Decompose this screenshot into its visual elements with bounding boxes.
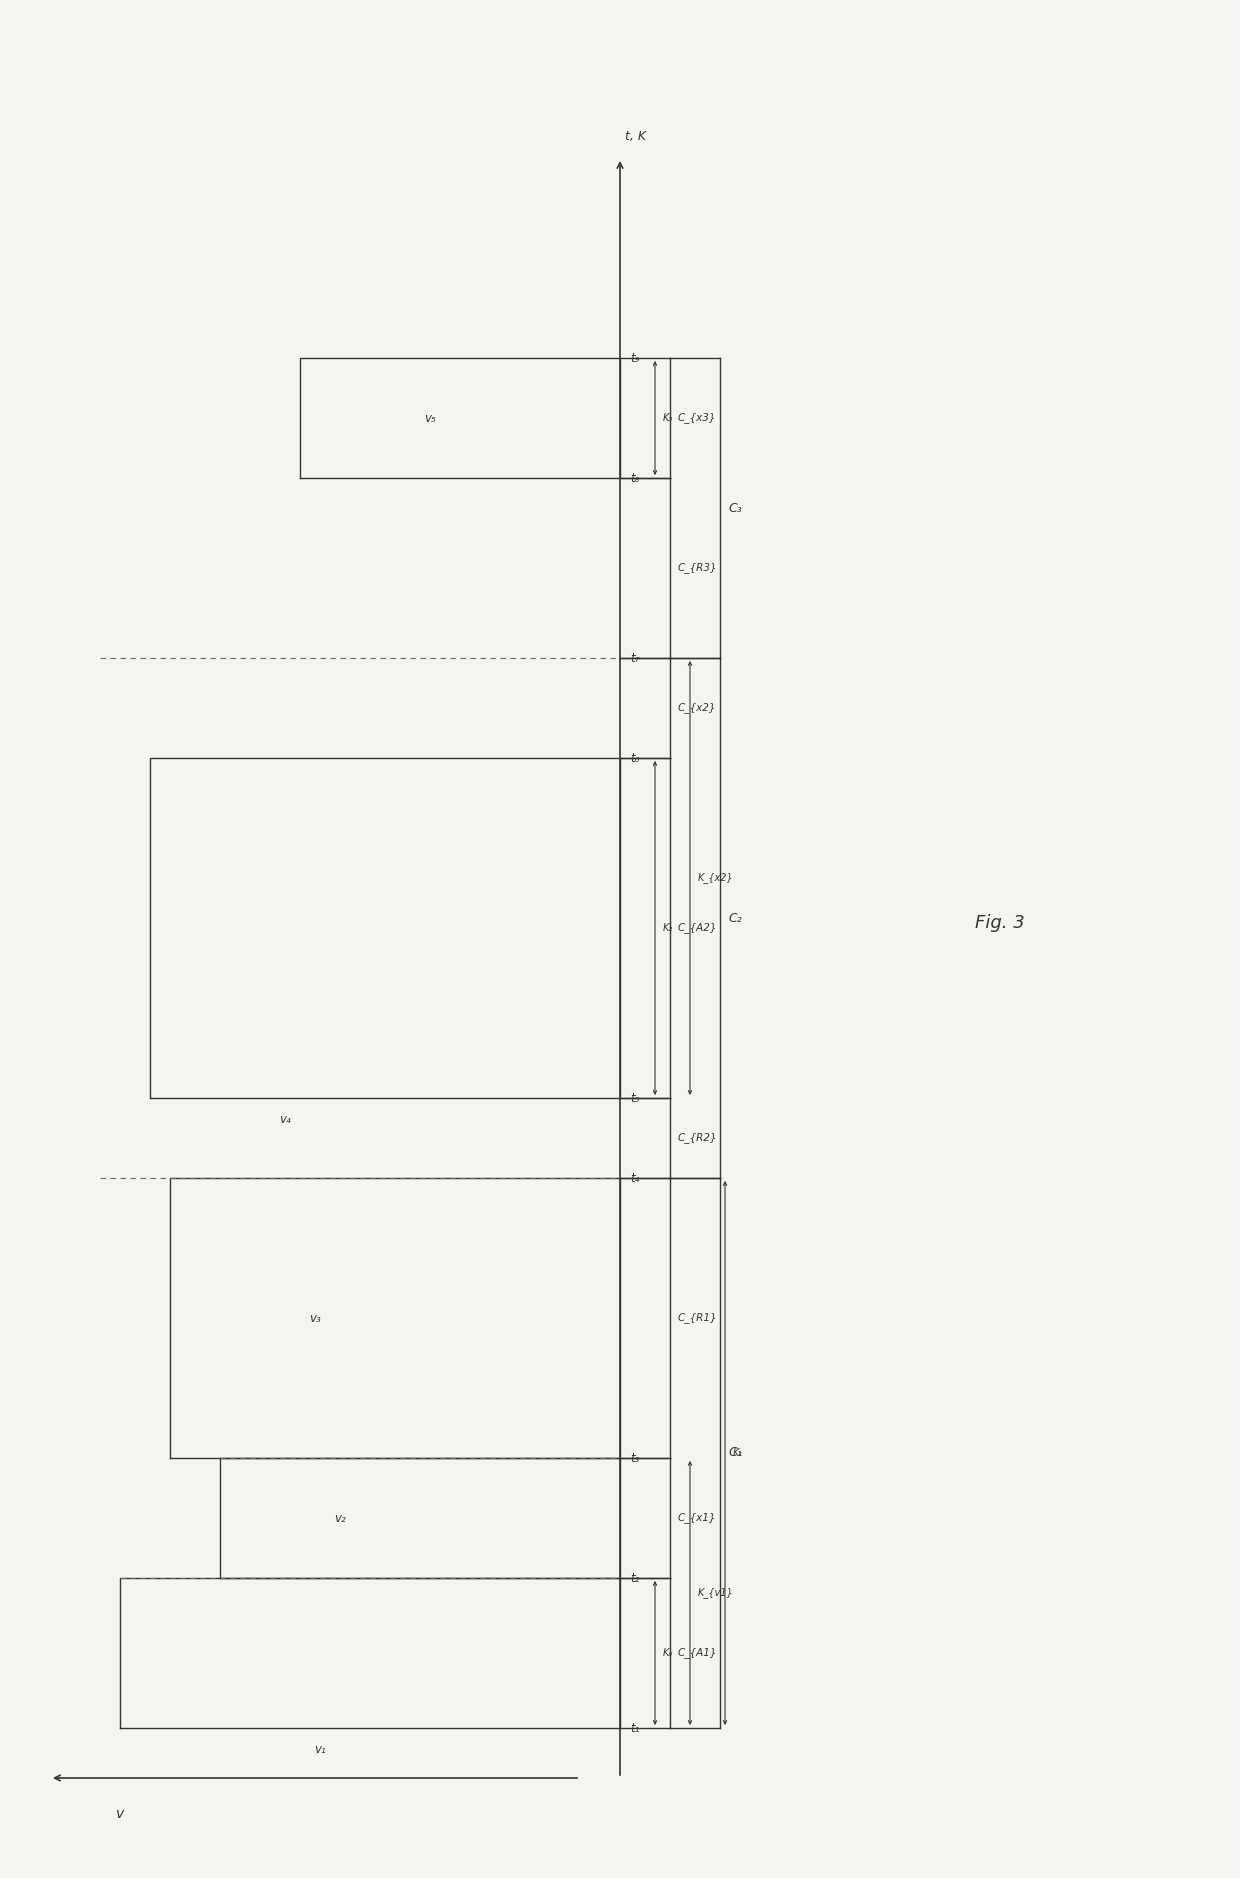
Text: C_{A1}: C_{A1} [678,1647,718,1658]
Text: C_{R2}: C_{R2} [678,1132,718,1144]
Text: v₁: v₁ [314,1743,326,1756]
Text: K₃: K₃ [663,413,673,423]
Text: C₂: C₂ [728,911,742,924]
Text: v: v [115,1807,124,1822]
Text: K₂: K₂ [663,922,673,933]
Text: t₂: t₂ [630,1572,640,1585]
Text: Fig. 3: Fig. 3 [975,915,1025,931]
Text: C_{R1}: C_{R1} [678,1313,718,1324]
Text: t₈: t₈ [630,471,640,485]
Text: C_{x1}: C_{x1} [678,1512,717,1523]
Text: C_{x2}: C_{x2} [678,702,717,714]
Text: C₃: C₃ [728,501,742,515]
Text: t₉: t₉ [630,351,640,364]
Text: K_{v1}: K_{v1} [698,1587,734,1598]
Text: t, K: t, K [625,130,646,143]
Text: t₅: t₅ [630,1091,640,1104]
Text: v₃: v₃ [309,1311,321,1324]
Text: C_{R3}: C_{R3} [678,563,718,573]
Text: C₁: C₁ [728,1446,742,1459]
Text: K₀: K₀ [663,1649,673,1658]
Text: t₄: t₄ [630,1172,640,1185]
Text: K_{x2}: K_{x2} [698,873,734,883]
Text: t₇: t₇ [630,652,640,665]
Text: C_{A2}: C_{A2} [678,922,718,933]
Text: t₁: t₁ [630,1722,640,1735]
Text: t₃: t₃ [630,1452,640,1465]
Text: v₂: v₂ [334,1512,346,1525]
Text: K₁: K₁ [733,1448,743,1457]
Text: v₄: v₄ [279,1114,291,1127]
Text: v₅: v₅ [424,411,436,424]
Text: t₆: t₆ [630,751,640,764]
Text: C_{x3}: C_{x3} [678,413,717,423]
